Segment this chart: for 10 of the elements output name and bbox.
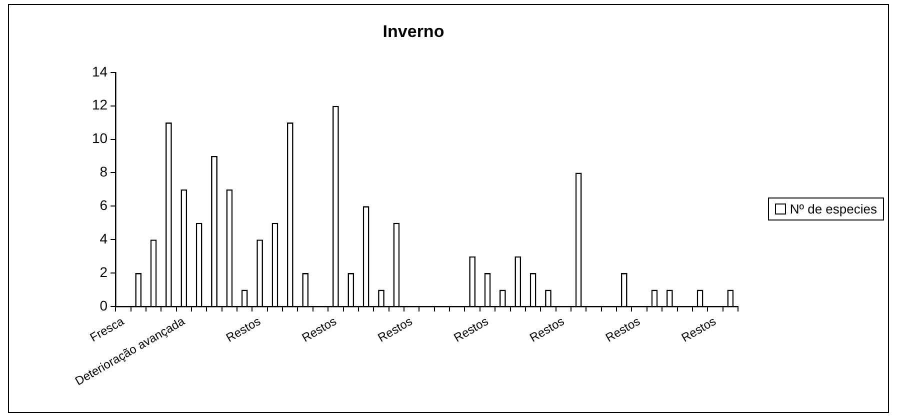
text: Nº de especies: [790, 201, 877, 216]
y-tick-label: 2: [100, 264, 108, 280]
y-tick-label: 4: [100, 230, 108, 246]
y-tick-label: 14: [92, 63, 108, 80]
y-tick-label: 12: [92, 96, 108, 113]
chart-title: Inverno: [382, 22, 444, 41]
y-tick-label: 6: [100, 197, 108, 214]
y-tick-label: 10: [92, 130, 108, 146]
y-tick-label: 8: [100, 164, 108, 180]
y-tick-label: 0: [100, 297, 108, 314]
